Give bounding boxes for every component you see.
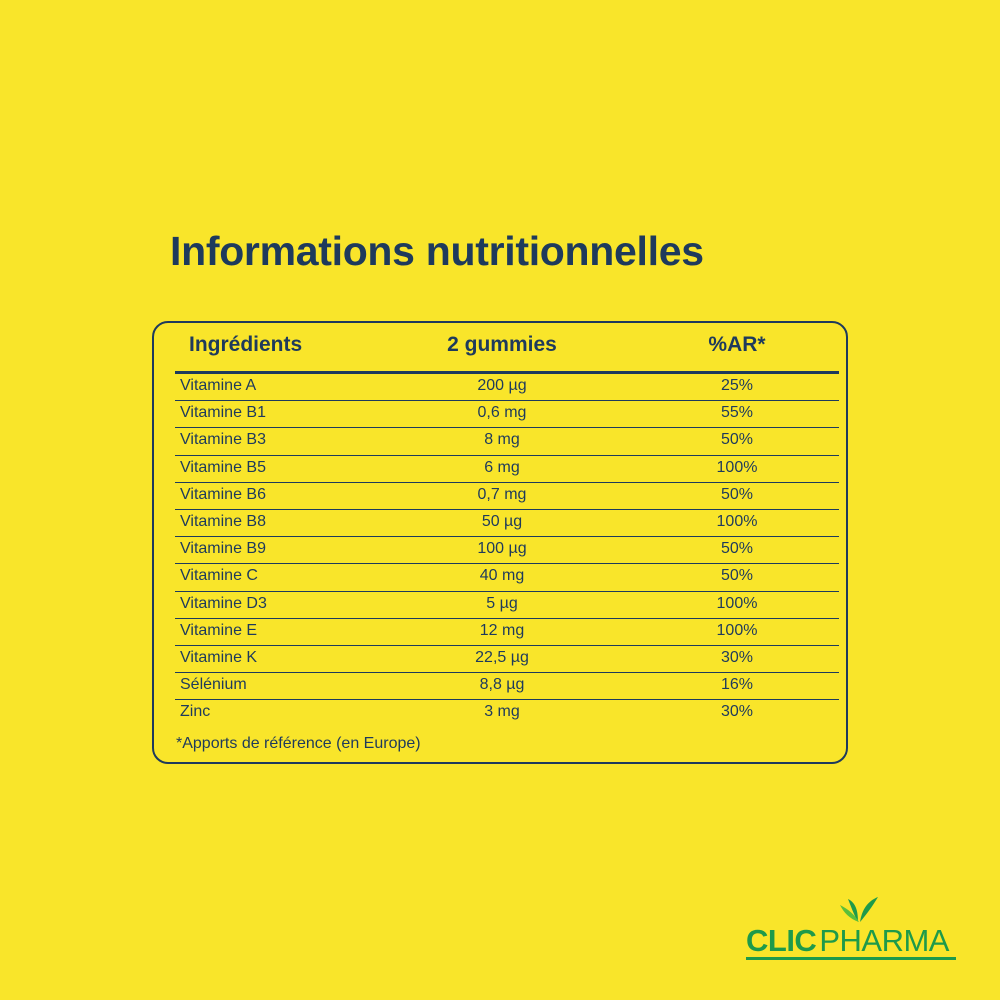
table-row: Vitamine E 12 mg 100%	[175, 619, 839, 646]
ingredient-ar: 100%	[716, 621, 758, 639]
ingredient-dose: 8 mg	[484, 431, 520, 449]
ingredient-name: Vitamine B8	[180, 512, 266, 530]
ingredient-ar: 55%	[720, 404, 754, 422]
header-dose: 2 gummies	[447, 333, 557, 356]
ingredient-name: Vitamine C	[180, 567, 258, 585]
page-title: Informations nutritionnelles	[170, 228, 704, 274]
ingredient-ar: 25%	[720, 377, 754, 394]
ingredient-name: Vitamine K	[180, 648, 258, 666]
logo-text: CLICPHARMA	[746, 923, 949, 959]
ingredient-name: Vitamine D3	[180, 594, 267, 612]
ingredient-name: Vitamine B5	[180, 458, 266, 476]
table-row: Vitamine K 22,5 µg 30%	[175, 646, 839, 674]
ingredient-ar: 50%	[720, 431, 754, 449]
ingredient-ar: 100%	[716, 458, 758, 476]
ingredient-dose: 200 µg	[477, 377, 527, 394]
table-row: Sélénium 8,8 µg 16%	[175, 673, 839, 701]
ingredient-name: Vitamine A	[180, 377, 257, 394]
header-ar: %AR*	[708, 333, 766, 356]
ingredient-dose: 50 µg	[481, 512, 523, 530]
table-row: Vitamine B5 6 mg 100%	[175, 456, 839, 483]
table-body: Vitamine A 200 µg 25% Vitamine B1 0,6 mg 55% V…	[175, 374, 839, 727]
ingredient-ar: 50%	[720, 567, 754, 585]
ingredient-name: Vitamine B1	[180, 404, 266, 422]
ingredient-dose: 0,7 mg	[477, 485, 527, 503]
logo-pharma: PHARMA	[819, 923, 949, 958]
ingredient-ar: 50%	[720, 485, 754, 503]
logo-underline	[746, 957, 956, 960]
ingredient-dose: 3 mg	[484, 703, 520, 721]
table-row: Vitamine B6 0,7 mg 50%	[175, 483, 839, 510]
ingredient-dose: 22,5 µg	[475, 648, 529, 666]
table-row: Vitamine B8 50 µg 100%	[175, 510, 839, 538]
table-row: Vitamine D3 5 µg 100%	[175, 592, 839, 619]
nutrition-table: Ingrédients 2 gummies %AR* Vitamine A 200…	[152, 321, 848, 764]
logo-clic: CLIC	[746, 923, 817, 958]
ingredient-ar: 30%	[720, 703, 754, 721]
footnote: *Apports de référence (en Europe)	[176, 735, 421, 752]
ingredient-name: Vitamine B9	[180, 540, 266, 558]
ingredient-dose: 6 mg	[484, 458, 520, 476]
ingredient-ar: 100%	[716, 512, 758, 530]
ingredient-dose: 0,6 mg	[477, 404, 527, 422]
ingredient-ar: 100%	[716, 594, 758, 612]
ingredient-ar: 16%	[720, 676, 754, 694]
ingredient-name: Vitamine B3	[180, 431, 266, 449]
ingredient-dose: 12 mg	[479, 621, 525, 639]
clic-pharma-logo: CLICPHARMA	[746, 893, 960, 963]
ingredient-ar: 50%	[720, 540, 754, 558]
ingredient-dose: 100 µg	[477, 540, 527, 558]
table-row: Vitamine A 200 µg 25%	[175, 374, 839, 402]
ingredient-dose: 5 µg	[486, 594, 518, 612]
table-row: Vitamine B9 100 µg 50%	[175, 537, 839, 565]
ingredient-name: Zinc	[180, 703, 211, 721]
ingredient-dose: 40 mg	[479, 567, 525, 585]
ingredient-name: Sélénium	[180, 676, 247, 694]
ingredient-dose: 8,8 µg	[479, 676, 525, 694]
ingredient-name: Vitamine E	[180, 621, 258, 639]
table-row: Vitamine B3 8 mg 50%	[175, 428, 839, 456]
table-row: Vitamine B1 0,6 mg 55%	[175, 401, 839, 429]
ingredient-ar: 30%	[720, 648, 754, 666]
table-header: Ingrédients 2 gummies %AR*	[154, 323, 846, 371]
header-divider	[175, 371, 839, 374]
table-row: Zinc 3 mg 30%	[175, 700, 839, 727]
header-ingredient: Ingrédients	[189, 333, 303, 356]
leaf-icon	[840, 897, 878, 922]
ingredient-name: Vitamine B6	[180, 485, 266, 503]
table-row: Vitamine C 40 mg 50%	[175, 564, 839, 592]
